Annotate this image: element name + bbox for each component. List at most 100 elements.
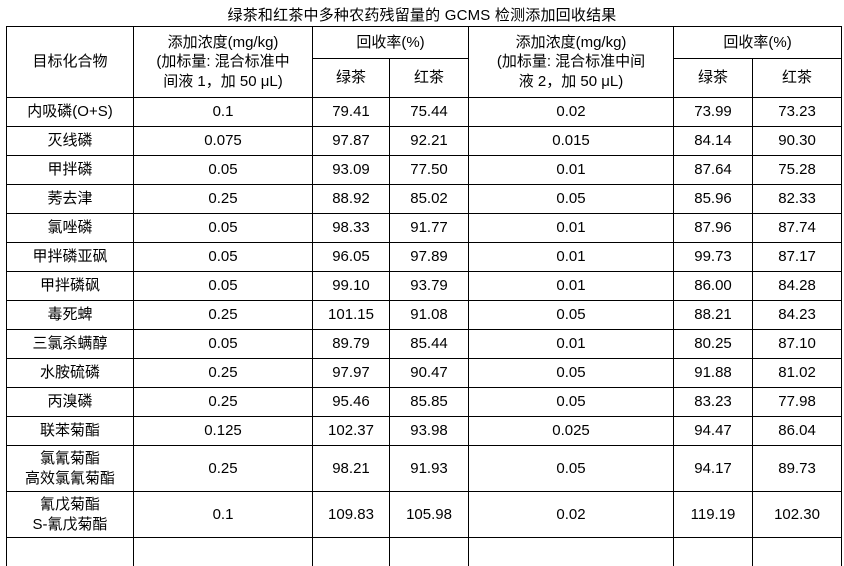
conc2-cell: 0.05 xyxy=(468,300,675,330)
conc2-cell: 0.05 xyxy=(468,184,675,214)
conc1-cell: 0.25 xyxy=(133,300,313,330)
green1-cell: 95.46 xyxy=(312,387,390,417)
green1-cell: 102.37 xyxy=(312,416,390,446)
empty-cell xyxy=(312,537,390,566)
black2-cell: 84.23 xyxy=(752,300,843,330)
table-row: 甲拌磷亚砜 0.05 96.05 97.89 0.01 99.73 87.17 xyxy=(6,242,843,272)
green2-cell: 73.99 xyxy=(673,97,754,127)
table-row: 三氯杀螨醇 0.05 89.79 85.44 0.01 80.25 87.10 xyxy=(6,329,843,359)
black2-cell: 87.17 xyxy=(752,242,843,272)
conc1-cell: 0.1 xyxy=(133,491,313,538)
compound-cell: 氯唑磷 xyxy=(6,213,134,243)
conc1-cell: 0.25 xyxy=(133,445,313,492)
black1-cell: 93.98 xyxy=(388,416,470,446)
black1-cell: 91.08 xyxy=(388,300,470,330)
compound-cell: 氰戊菊酯 S-氰戊菊酯 xyxy=(6,491,134,538)
compound-cell: 内吸磷(O+S) xyxy=(6,97,134,127)
conc2-cell: 0.01 xyxy=(468,242,675,272)
green1-cell: 99.10 xyxy=(312,271,390,301)
green2-cell: 99.73 xyxy=(673,242,754,272)
black1-cell: 75.44 xyxy=(388,97,470,127)
empty-cell xyxy=(468,537,675,566)
black1-cell: 85.44 xyxy=(388,329,470,359)
green1-cell: 93.09 xyxy=(312,155,390,185)
black1-cell: 91.77 xyxy=(388,213,470,243)
green2-cell: 88.21 xyxy=(673,300,754,330)
conc2-cell: 0.025 xyxy=(468,416,675,446)
conc2-cell: 0.01 xyxy=(468,155,675,185)
green1-cell: 89.79 xyxy=(312,329,390,359)
conc1-cell: 0.05 xyxy=(133,329,313,359)
header-recovery-1: 回收率(%) xyxy=(311,26,470,59)
green1-cell: 109.83 xyxy=(312,491,390,538)
black2-cell: 89.73 xyxy=(752,445,843,492)
table-row: 毒死蜱 0.25 101.15 91.08 0.05 88.21 84.23 xyxy=(6,300,843,330)
black2-cell: 87.10 xyxy=(752,329,843,359)
black2-cell: 73.23 xyxy=(752,97,843,127)
green2-cell: 83.23 xyxy=(673,387,754,417)
green2-cell: 84.14 xyxy=(673,126,754,156)
table-row: 灭线磷 0.075 97.87 92.21 0.015 84.14 90.30 xyxy=(6,126,843,156)
conc1-cell: 0.05 xyxy=(133,242,313,272)
green2-cell: 80.25 xyxy=(673,329,754,359)
empty-cell xyxy=(673,537,754,566)
conc1-cell: 0.125 xyxy=(133,416,313,446)
black1-cell: 77.50 xyxy=(388,155,470,185)
black2-cell: 77.98 xyxy=(752,387,843,417)
black1-cell: 85.02 xyxy=(388,184,470,214)
conc1-cell: 0.05 xyxy=(133,271,313,301)
conc2-cell: 0.01 xyxy=(468,213,675,243)
recovery-results-table: 目标化合物 添加浓度(mg/kg) (加标量: 混合标准中 间液 1，加 50 … xyxy=(6,26,843,566)
black2-cell: 86.04 xyxy=(752,416,843,446)
compound-cell: 灭线磷 xyxy=(6,126,134,156)
green1-cell: 79.41 xyxy=(312,97,390,127)
green1-cell: 101.15 xyxy=(312,300,390,330)
page-title: 绿茶和红茶中多种农药残留量的 GCMS 检测添加回收结果 xyxy=(227,7,617,24)
green2-cell: 86.00 xyxy=(673,271,754,301)
green1-cell: 88.92 xyxy=(312,184,390,214)
black2-cell: 75.28 xyxy=(752,155,843,185)
black1-cell: 85.85 xyxy=(388,387,470,417)
conc2-cell: 0.05 xyxy=(468,445,675,492)
compound-cell: 联苯菊酯 xyxy=(6,416,134,446)
conc1-cell: 0.25 xyxy=(133,358,313,388)
table-row: 联苯菊酯 0.125 102.37 93.98 0.025 94.47 86.0… xyxy=(6,416,843,446)
empty-cell xyxy=(133,537,313,566)
header-spike-conc-2: 添加浓度(mg/kg) (加标量: 混合标准中间 液 2，加 50 μL) xyxy=(468,26,675,98)
table-row: 氯氰菊酯 高效氯氰菊酯 0.25 98.21 91.93 0.05 94.17 … xyxy=(6,445,843,492)
header-green-tea-1: 绿茶 xyxy=(312,58,390,98)
conc2-cell: 0.02 xyxy=(468,97,675,127)
table-row: 氰戊菊酯 S-氰戊菊酯 0.1 109.83 105.98 0.02 119.1… xyxy=(6,491,843,538)
compound-cell: 毒死蜱 xyxy=(6,300,134,330)
empty-cell xyxy=(752,537,843,566)
header-black-tea-1: 红茶 xyxy=(388,58,470,98)
table-row: 莠去津 0.25 88.92 85.02 0.05 85.96 82.33 xyxy=(6,184,843,214)
compound-cell: 甲拌磷砜 xyxy=(6,271,134,301)
green1-cell: 98.21 xyxy=(312,445,390,492)
black2-cell: 81.02 xyxy=(752,358,843,388)
green2-cell: 94.17 xyxy=(673,445,754,492)
conc2-cell: 0.05 xyxy=(468,387,675,417)
conc1-cell: 0.05 xyxy=(133,213,313,243)
green2-cell: 87.96 xyxy=(673,213,754,243)
header-compound: 目标化合物 xyxy=(6,26,134,98)
empty-cell xyxy=(6,537,134,566)
compound-cell: 丙溴磷 xyxy=(6,387,134,417)
conc2-cell: 0.02 xyxy=(468,491,675,538)
conc1-cell: 0.1 xyxy=(133,97,313,127)
conc2-cell: 0.015 xyxy=(468,126,675,156)
green1-cell: 96.05 xyxy=(312,242,390,272)
green2-cell: 119.19 xyxy=(673,491,754,538)
conc1-cell: 0.075 xyxy=(133,126,313,156)
header-spike-conc-1: 添加浓度(mg/kg) (加标量: 混合标准中 间液 1，加 50 μL) xyxy=(133,26,313,98)
black1-cell: 90.47 xyxy=(388,358,470,388)
compound-cell: 甲拌磷亚砜 xyxy=(6,242,134,272)
table-row: 丙溴磷 0.25 95.46 85.85 0.05 83.23 77.98 xyxy=(6,387,843,417)
green1-cell: 98.33 xyxy=(312,213,390,243)
header-row-sub: 绿茶 红茶 绿茶 红茶 xyxy=(7,58,843,98)
black2-cell: 102.30 xyxy=(752,491,843,538)
black1-cell: 92.21 xyxy=(388,126,470,156)
black2-cell: 87.74 xyxy=(752,213,843,243)
green1-cell: 97.97 xyxy=(312,358,390,388)
table-row: 甲拌磷 0.05 93.09 77.50 0.01 87.64 75.28 xyxy=(6,155,843,185)
